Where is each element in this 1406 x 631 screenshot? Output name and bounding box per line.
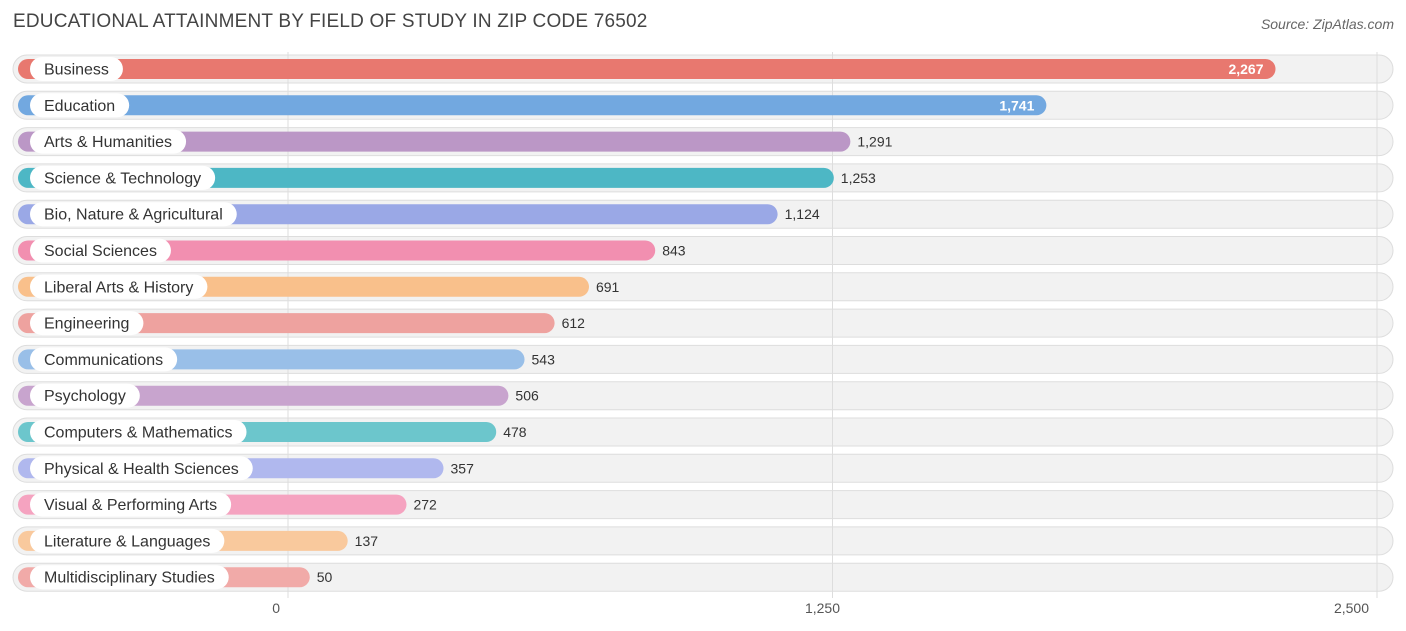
category-label-pill: [30, 165, 216, 190]
category-label: Communications: [44, 352, 163, 369]
value-label: 50: [317, 569, 333, 585]
category-label: Business: [44, 62, 109, 79]
value-label: 1,741: [999, 97, 1034, 113]
value-label: 543: [532, 351, 556, 367]
category-label-pill: [30, 383, 140, 408]
value-label: 478: [503, 424, 527, 440]
chart-title: EDUCATIONAL ATTAINMENT BY FIELD OF STUDY…: [13, 11, 648, 32]
row-background: [12, 562, 1394, 592]
category-label: Psychology: [44, 388, 126, 405]
bar: [18, 385, 509, 406]
value-label: 691: [596, 279, 620, 295]
category-label-pill: [30, 93, 130, 118]
row-background: [12, 526, 1394, 556]
category-label: Visual & Performing Arts: [44, 497, 217, 514]
value-label: 137: [355, 533, 379, 549]
x-tick-label: 2,500: [1334, 600, 1369, 616]
x-tick-label: 1,250: [805, 600, 840, 616]
category-label-pill: [30, 565, 229, 590]
value-label: 1,291: [857, 134, 892, 150]
category-label-pill: [30, 274, 208, 299]
category-label-pill: [30, 347, 178, 372]
bar: [18, 59, 1276, 79]
category-label-pill: [30, 129, 187, 154]
bar: [18, 313, 555, 334]
chart-source: Source: ZipAtlas.com: [1260, 16, 1394, 32]
category-label: Multidisciplinary Studies: [44, 570, 215, 587]
category-label-pill: [30, 238, 171, 263]
category-label: Arts & Humanities: [44, 134, 172, 151]
value-label: 357: [451, 460, 475, 476]
category-label-pill: [30, 420, 247, 444]
category-label-pill: [30, 57, 123, 81]
value-label: 1,253: [841, 170, 876, 186]
category-label: Computers & Mathematics: [44, 425, 233, 442]
category-label: Science & Technology: [44, 170, 201, 187]
category-label: Bio, Nature & Agricultural: [44, 207, 223, 224]
bar: [18, 167, 834, 188]
category-label: Social Sciences: [44, 243, 157, 260]
bar: [18, 240, 656, 261]
category-label: Liberal Arts & History: [44, 279, 193, 296]
category-label-pill: [30, 456, 253, 481]
category-label-pill: [30, 311, 144, 336]
value-label: 2,267: [1228, 61, 1263, 77]
category-label-pill: [30, 202, 237, 227]
category-label: Physical & Health Sciences: [44, 461, 239, 478]
category-label: Literature & Languages: [44, 533, 210, 550]
category-label: Engineering: [44, 316, 129, 333]
value-label: 843: [662, 243, 686, 259]
value-label: 272: [413, 497, 437, 513]
x-tick-label: 0: [272, 600, 280, 616]
value-label: 1,124: [785, 206, 820, 222]
bar: [18, 131, 851, 152]
bar: [18, 95, 1047, 116]
value-label: 506: [515, 388, 539, 404]
value-label: 612: [562, 315, 586, 331]
category-label: Education: [44, 98, 115, 115]
category-label-pill: [30, 492, 232, 517]
category-label-pill: [30, 528, 225, 553]
